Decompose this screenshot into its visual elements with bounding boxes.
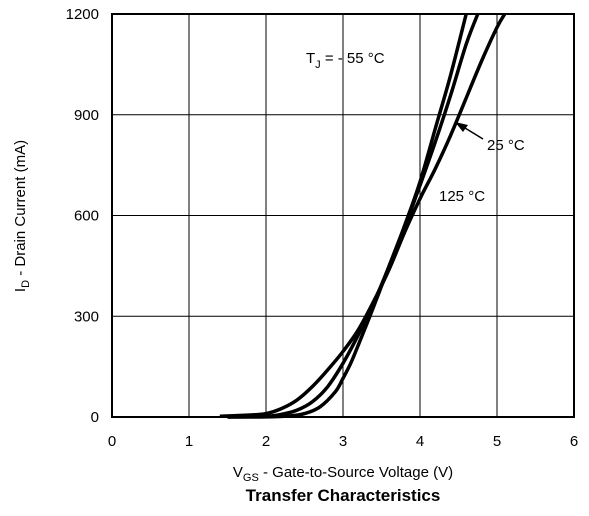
t25-annotation: 25 °C xyxy=(487,137,525,154)
t125-annotation: 125 °C xyxy=(439,188,485,205)
y-tick-label: 1200 xyxy=(66,6,99,23)
series-line-2 xyxy=(219,13,507,419)
t25-arrow-head xyxy=(455,122,468,132)
grid-lines xyxy=(112,14,574,417)
y-tick-label: 900 xyxy=(74,107,99,124)
series-line-0 xyxy=(227,13,468,419)
x-tick-labels: 0 1 2 3 4 5 6 xyxy=(108,433,578,450)
series-group xyxy=(219,13,507,419)
tj-annotation: TJ = - 55 °C xyxy=(306,50,385,71)
t25-arrow-line xyxy=(464,127,484,140)
x-tick-label: 3 xyxy=(339,433,347,450)
x-tick-label: 6 xyxy=(570,433,578,450)
x-axis-label: VGS - Gate-to-Source Voltage (V) xyxy=(233,464,453,484)
x-tick-label: 1 xyxy=(185,433,193,450)
x-tick-label: 2 xyxy=(262,433,270,450)
y-axis-label: ID - Drain Current (mA) xyxy=(12,140,32,292)
chart-title: Transfer Characteristics xyxy=(246,486,441,505)
x-tick-label: 0 xyxy=(108,433,116,450)
plot-frame xyxy=(111,13,575,418)
y-tick-label: 0 xyxy=(91,409,99,426)
y-tick-labels: 0 300 600 900 1200 xyxy=(66,6,99,426)
y-tick-label: 600 xyxy=(74,208,99,225)
x-tick-label: 4 xyxy=(416,433,424,450)
x-tick-label: 5 xyxy=(493,433,501,450)
y-tick-label: 300 xyxy=(74,308,99,325)
